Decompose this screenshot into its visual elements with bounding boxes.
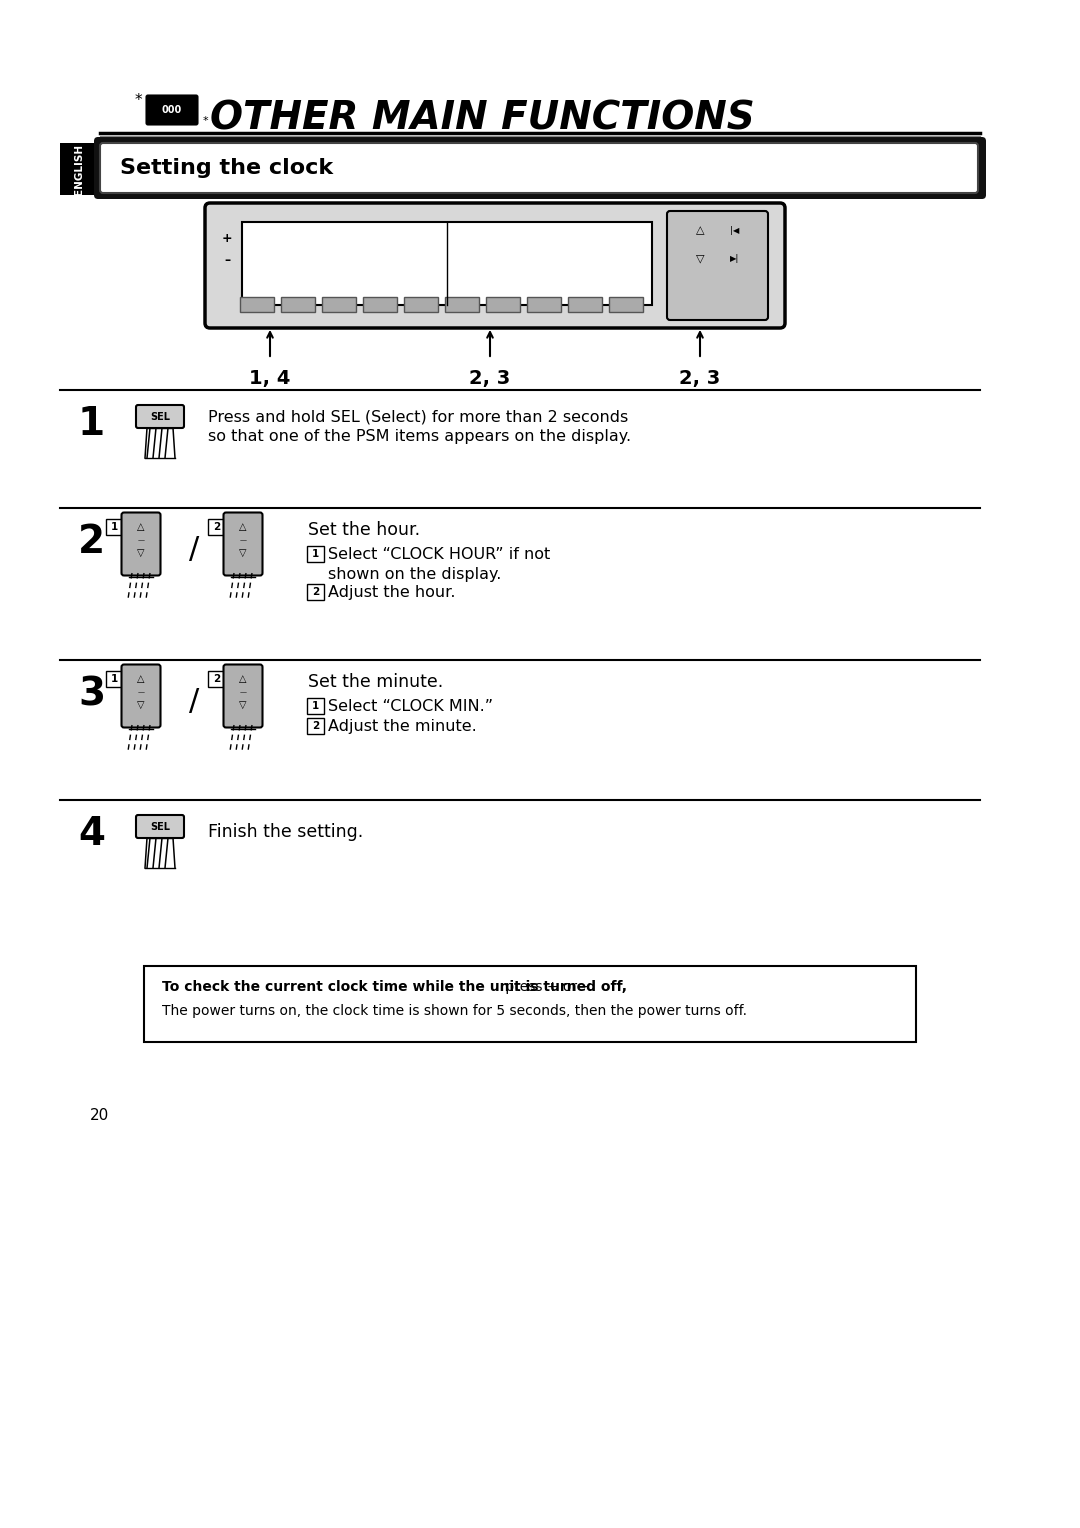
Text: *: * (202, 116, 207, 125)
FancyBboxPatch shape (136, 405, 184, 428)
Bar (527, 296, 561, 312)
Text: 1: 1 (312, 701, 319, 711)
Text: △: △ (240, 523, 246, 532)
Bar (322, 296, 356, 312)
Text: ▽: ▽ (137, 700, 145, 711)
Text: The power turns on, the clock time is shown for 5 seconds, then the power turns : The power turns on, the clock time is sh… (162, 1004, 747, 1018)
FancyBboxPatch shape (106, 671, 123, 688)
FancyBboxPatch shape (224, 512, 262, 576)
Text: 000: 000 (162, 105, 183, 115)
Text: 1: 1 (111, 523, 118, 532)
Text: OTHER MAIN FUNCTIONS: OTHER MAIN FUNCTIONS (210, 99, 755, 138)
FancyBboxPatch shape (94, 138, 986, 199)
Text: +: + (221, 232, 232, 244)
Text: △: △ (137, 674, 145, 685)
Text: 2, 3: 2, 3 (470, 368, 511, 388)
Text: *: * (134, 93, 141, 107)
Bar (404, 296, 438, 312)
Text: |◀: |◀ (730, 226, 740, 234)
Bar (60, 144, 98, 196)
Text: —: — (137, 689, 145, 695)
Bar (240, 296, 274, 312)
Text: Select “CLOCK HOUR” if not: Select “CLOCK HOUR” if not (328, 547, 550, 562)
Bar (242, 222, 652, 306)
Text: —: — (240, 689, 246, 695)
Text: 2: 2 (213, 523, 220, 532)
Text: 1: 1 (78, 405, 105, 443)
Text: SEL: SEL (150, 822, 170, 831)
Text: 2: 2 (312, 721, 319, 730)
FancyBboxPatch shape (307, 718, 324, 733)
Text: Finish the setting.: Finish the setting. (208, 824, 363, 840)
FancyBboxPatch shape (224, 665, 262, 727)
Text: ENGLISH: ENGLISH (75, 144, 84, 194)
Text: SEL: SEL (150, 411, 170, 422)
Text: ▽: ▽ (696, 254, 704, 263)
Bar (281, 296, 315, 312)
Text: ▽: ▽ (137, 549, 145, 558)
Text: Adjust the minute.: Adjust the minute. (328, 720, 476, 733)
Bar (486, 296, 519, 312)
Text: ▶|: ▶| (730, 254, 740, 263)
FancyBboxPatch shape (147, 96, 198, 124)
FancyBboxPatch shape (307, 698, 324, 714)
Text: ▽: ▽ (240, 549, 246, 558)
Bar (609, 296, 643, 312)
Text: To check the current clock time while the unit is turned off,: To check the current clock time while th… (162, 979, 627, 995)
Text: —: — (137, 536, 145, 542)
Text: 4: 4 (78, 814, 105, 853)
Text: 2: 2 (312, 587, 319, 597)
Text: Press and hold SEL (Select) for more than 2 seconds: Press and hold SEL (Select) for more tha… (208, 410, 629, 423)
Bar (568, 296, 602, 312)
FancyBboxPatch shape (100, 144, 978, 193)
FancyBboxPatch shape (136, 814, 184, 837)
Text: 2, 3: 2, 3 (679, 368, 720, 388)
Text: /: / (189, 535, 199, 564)
Text: Set the hour.: Set the hour. (308, 521, 420, 539)
Bar (445, 296, 480, 312)
Text: Set the minute.: Set the minute. (308, 672, 443, 691)
FancyBboxPatch shape (106, 520, 123, 535)
Text: /: / (189, 686, 199, 715)
FancyBboxPatch shape (307, 584, 324, 601)
FancyBboxPatch shape (205, 203, 785, 329)
Text: so that one of the PSM items appears on the display.: so that one of the PSM items appears on … (208, 429, 631, 445)
FancyBboxPatch shape (208, 671, 225, 688)
Text: 1, 4: 1, 4 (249, 368, 291, 388)
FancyBboxPatch shape (121, 665, 161, 727)
Text: △: △ (240, 674, 246, 685)
Text: Setting the clock: Setting the clock (120, 157, 333, 177)
Text: 2: 2 (78, 523, 105, 561)
Text: —: — (240, 536, 246, 542)
Text: Select “CLOCK MIN.”: Select “CLOCK MIN.” (328, 698, 494, 714)
Text: △: △ (696, 225, 704, 235)
Text: 1: 1 (312, 549, 319, 559)
FancyBboxPatch shape (121, 512, 161, 576)
Text: ▽: ▽ (240, 700, 246, 711)
Text: –: – (224, 254, 230, 266)
FancyBboxPatch shape (208, 520, 225, 535)
Text: 1: 1 (111, 674, 118, 685)
Text: 2: 2 (213, 674, 220, 685)
FancyBboxPatch shape (307, 545, 324, 562)
Text: Adjust the hour.: Adjust the hour. (328, 585, 456, 601)
Text: △: △ (137, 523, 145, 532)
FancyBboxPatch shape (144, 966, 916, 1042)
FancyBboxPatch shape (667, 211, 768, 319)
Text: press + or –.: press + or –. (500, 979, 592, 995)
Bar (363, 296, 397, 312)
Text: shown on the display.: shown on the display. (328, 567, 501, 582)
Text: 20: 20 (90, 1108, 109, 1123)
Text: 3: 3 (78, 675, 105, 714)
